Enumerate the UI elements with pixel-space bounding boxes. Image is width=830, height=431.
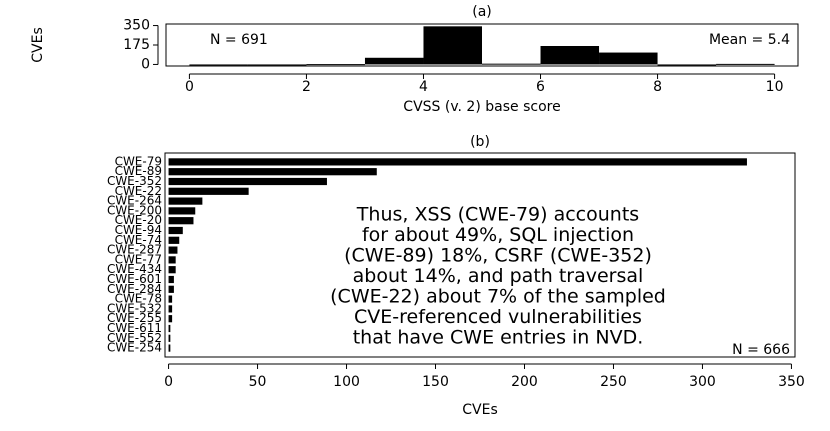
x-axis-label: CVEs [462, 402, 498, 418]
x-tick-label: 350 [778, 374, 805, 390]
annotation-line: that have CWE entries in NVD. [353, 327, 644, 349]
category-label: CWE-74 [115, 233, 162, 247]
bar [168, 236, 180, 244]
bar [168, 217, 194, 225]
category-label: CWE-611 [107, 321, 162, 335]
x-tick-label: 100 [333, 374, 360, 390]
hist-bar [423, 26, 482, 65]
x-tick-label: 0 [185, 79, 194, 95]
category-label: CWE-20 [115, 213, 162, 227]
bar [168, 295, 173, 303]
category-label: CWE-352 [107, 174, 162, 188]
category-label: CWE-532 [107, 301, 162, 315]
bar [168, 168, 377, 176]
bar [168, 344, 171, 352]
bar [168, 266, 176, 274]
chart-title: (b) [470, 134, 490, 150]
category-label: CWE-287 [107, 243, 162, 257]
hist-bar [540, 46, 600, 65]
category-label: CWE-89 [115, 164, 162, 178]
category-label: CWE-601 [107, 272, 162, 286]
y-tick-label: 0 [141, 56, 150, 72]
bar [168, 197, 203, 205]
category-label: CWE-255 [107, 311, 162, 325]
y-tick-label: 175 [123, 37, 150, 53]
x-tick-label: 0 [164, 374, 173, 390]
annotation-line: for about 49%, SQL injection [362, 224, 634, 246]
plot-frame [164, 152, 796, 358]
annotation: Mean = 5.4 [709, 32, 790, 48]
x-tick-label: 8 [653, 79, 662, 95]
x-tick-label: 2 [302, 79, 311, 95]
x-tick-label: 150 [422, 374, 449, 390]
chart-title: (a) [472, 4, 492, 20]
bar [168, 256, 176, 264]
annotation-line: Thus, XSS (CWE-79) accounts [356, 204, 639, 226]
bar [168, 275, 174, 284]
hist-bar [247, 64, 307, 66]
annotation-line: CVE-referenced vulnerabilities [354, 306, 642, 328]
bar [168, 305, 173, 313]
y-axis-label: CVEs [30, 27, 46, 63]
hist-bar [482, 63, 541, 65]
category-label: CWE-552 [107, 331, 162, 345]
hist-bar [364, 57, 424, 65]
bar [168, 177, 327, 186]
category-label: CWE-79 [115, 154, 162, 168]
bar [168, 246, 178, 254]
x-axis-label: CVSS (v. 2) base score [403, 99, 560, 115]
y-tick-label: 350 [123, 18, 150, 34]
category-label: CWE-284 [107, 282, 162, 296]
note: N = 666 [732, 342, 790, 358]
bar [168, 207, 196, 215]
x-tick-label: 4 [419, 79, 428, 95]
x-tick-label: 200 [511, 374, 538, 390]
category-label: CWE-94 [115, 223, 162, 237]
category-label: CWE-22 [115, 184, 162, 198]
category-label: CWE-254 [107, 341, 162, 355]
bar [168, 226, 183, 235]
annotation-line: (CWE-89) 18%, CSRF (CWE-352) [344, 245, 652, 267]
annotation-line: (CWE-22) about 7% of the sampled [330, 286, 666, 308]
category-label: CWE-78 [115, 292, 162, 306]
category-label: CWE-434 [107, 262, 162, 276]
x-tick-label: 6 [536, 79, 545, 95]
annotation: N = 691 [210, 32, 268, 48]
hist-bar [599, 52, 658, 65]
x-tick-label: 300 [689, 374, 716, 390]
hist-bar [189, 64, 248, 66]
bar [168, 334, 171, 342]
bar [168, 187, 249, 195]
hist-bar [657, 64, 717, 66]
plot-frame [165, 23, 799, 67]
x-tick-label: 10 [766, 79, 784, 95]
x-tick-label: 250 [600, 374, 627, 390]
bar [168, 285, 174, 293]
category-label: CWE-200 [107, 203, 162, 217]
annotation-line: about 14%, and path traversal [353, 265, 644, 287]
x-tick-label: 50 [249, 374, 267, 390]
hist-bar [306, 64, 365, 66]
bar [168, 315, 173, 323]
bar [168, 324, 171, 333]
hist-bar [716, 63, 775, 65]
category-label: CWE-77 [115, 252, 162, 266]
category-label: CWE-264 [107, 194, 162, 208]
bar [168, 158, 747, 166]
